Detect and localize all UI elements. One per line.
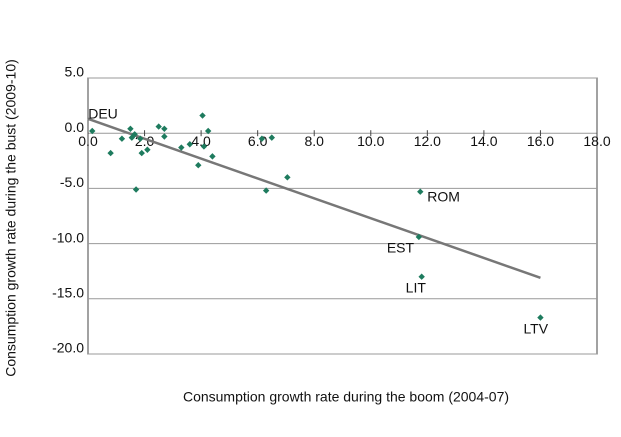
data-point [127,125,134,132]
data-point [258,135,266,142]
y-tick-label: -15.0 [52,285,84,301]
x-tick-label: 18.0 [583,133,610,149]
data-point [89,127,96,135]
x-tick-label: 14.0 [470,133,497,149]
x-tick-label: 12.0 [414,133,441,149]
data-point [131,131,138,138]
data-point [268,134,276,141]
point-label: DEU [88,106,118,122]
x-tick-label: 0.0 [78,133,98,149]
x-tick-label: 10.0 [357,133,384,149]
point-label: LTV [523,320,548,336]
y-axis-label: Consumption growth rate during the bust … [3,59,19,377]
data-point [209,153,216,160]
y-tick-label: 0.0 [65,119,85,135]
trend-line [87,117,541,280]
data-point [199,112,206,119]
x-tick-label: 8.0 [304,133,324,149]
data-point [161,133,168,140]
data-point [118,135,126,142]
data-point [144,146,151,153]
data-point [537,314,544,321]
y-tick-label: -10.0 [52,229,84,245]
data-point [284,174,291,181]
point-label: EST [387,240,415,256]
data-point [195,162,202,169]
y-tick-label: 5.0 [65,64,85,80]
data-point [415,233,423,241]
data-point [204,127,212,135]
x-tick-label: 4.0 [191,133,211,149]
data-point [178,144,185,151]
x-axis-label: Consumption growth rate during the boom … [183,389,509,405]
x-tick-label: 16.0 [527,133,554,149]
data-point [138,149,145,157]
data-point [417,188,424,195]
y-tick-label: -20.0 [52,340,84,356]
point-label: ROM [427,188,460,204]
x-tick-label: 6.0 [248,133,268,149]
data-point [107,149,114,157]
point-label: LIT [406,279,427,295]
data-point [418,273,425,280]
data-point [262,187,270,194]
data-point [132,186,140,193]
data-point [137,135,144,142]
data-point [155,123,162,130]
data-point [161,125,168,132]
data-point [200,143,208,150]
plot-frame [87,77,598,355]
data-point [186,141,193,148]
y-tick-label: -5.0 [60,174,84,190]
